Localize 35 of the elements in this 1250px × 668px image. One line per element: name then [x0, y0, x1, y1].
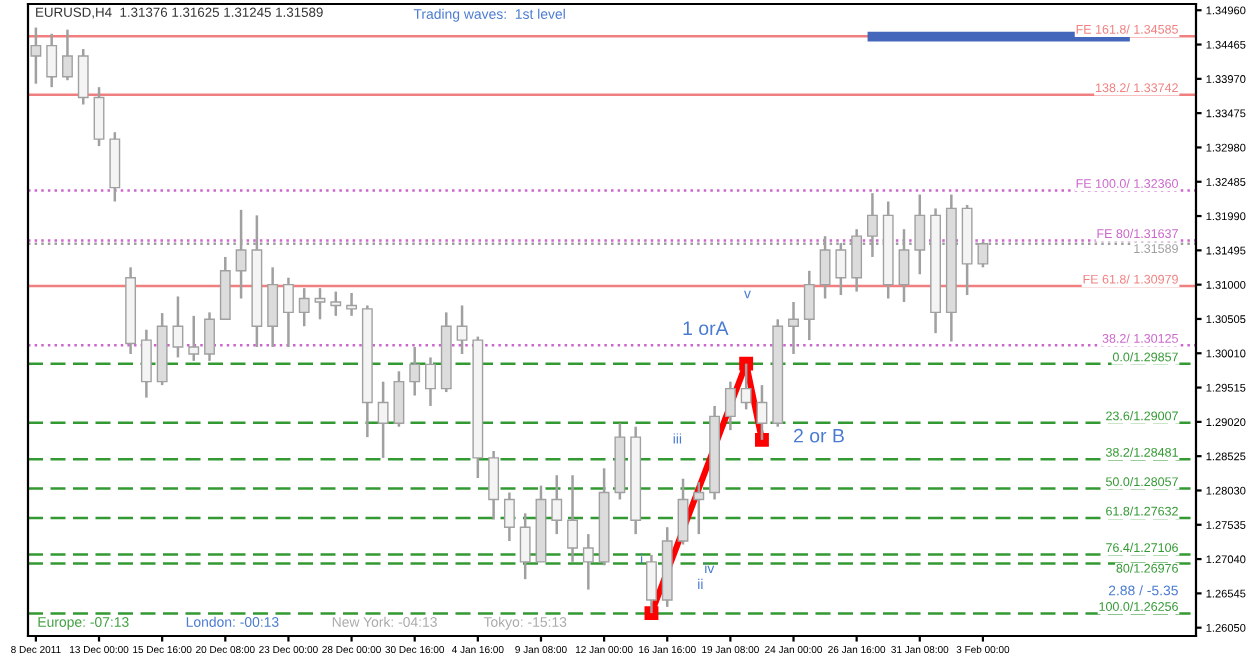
candlestick: [503, 491, 515, 543]
candlestick: [567, 473, 578, 564]
candlestick: [425, 356, 436, 408]
candlestick: [677, 477, 689, 546]
candlestick: [803, 269, 815, 342]
candlestick: [330, 290, 342, 318]
candlestick: [298, 286, 310, 328]
candlestick: [346, 291, 357, 318]
point: [739, 356, 754, 371]
point: [755, 432, 769, 447]
candlestick: [77, 47, 89, 106]
candlestick: [519, 512, 531, 581]
candlestick: [724, 380, 736, 432]
candlestick: [204, 311, 215, 363]
candlestick: [788, 300, 799, 356]
candlestick: [140, 328, 152, 399]
annotation: 2 or B: [794, 428, 844, 443]
candlestick: [283, 276, 294, 349]
candlestick: [377, 380, 389, 460]
candlestick: [582, 532, 594, 591]
candlestick: [551, 473, 563, 536]
candlestick: [456, 304, 468, 356]
candlestick: [693, 480, 705, 536]
candlestick: [46, 32, 58, 89]
candlestick: [393, 370, 405, 428]
candlestick: [267, 266, 279, 349]
candlestick: [314, 286, 326, 321]
candlestick: [30, 26, 42, 85]
candlestick: [488, 449, 500, 521]
candlestick: [409, 345, 421, 397]
candlestick: [62, 28, 73, 82]
candlestick: [188, 314, 200, 363]
candlestick: [172, 295, 184, 359]
candlestick: [93, 85, 105, 148]
annotation: 1 orA: [683, 321, 729, 336]
